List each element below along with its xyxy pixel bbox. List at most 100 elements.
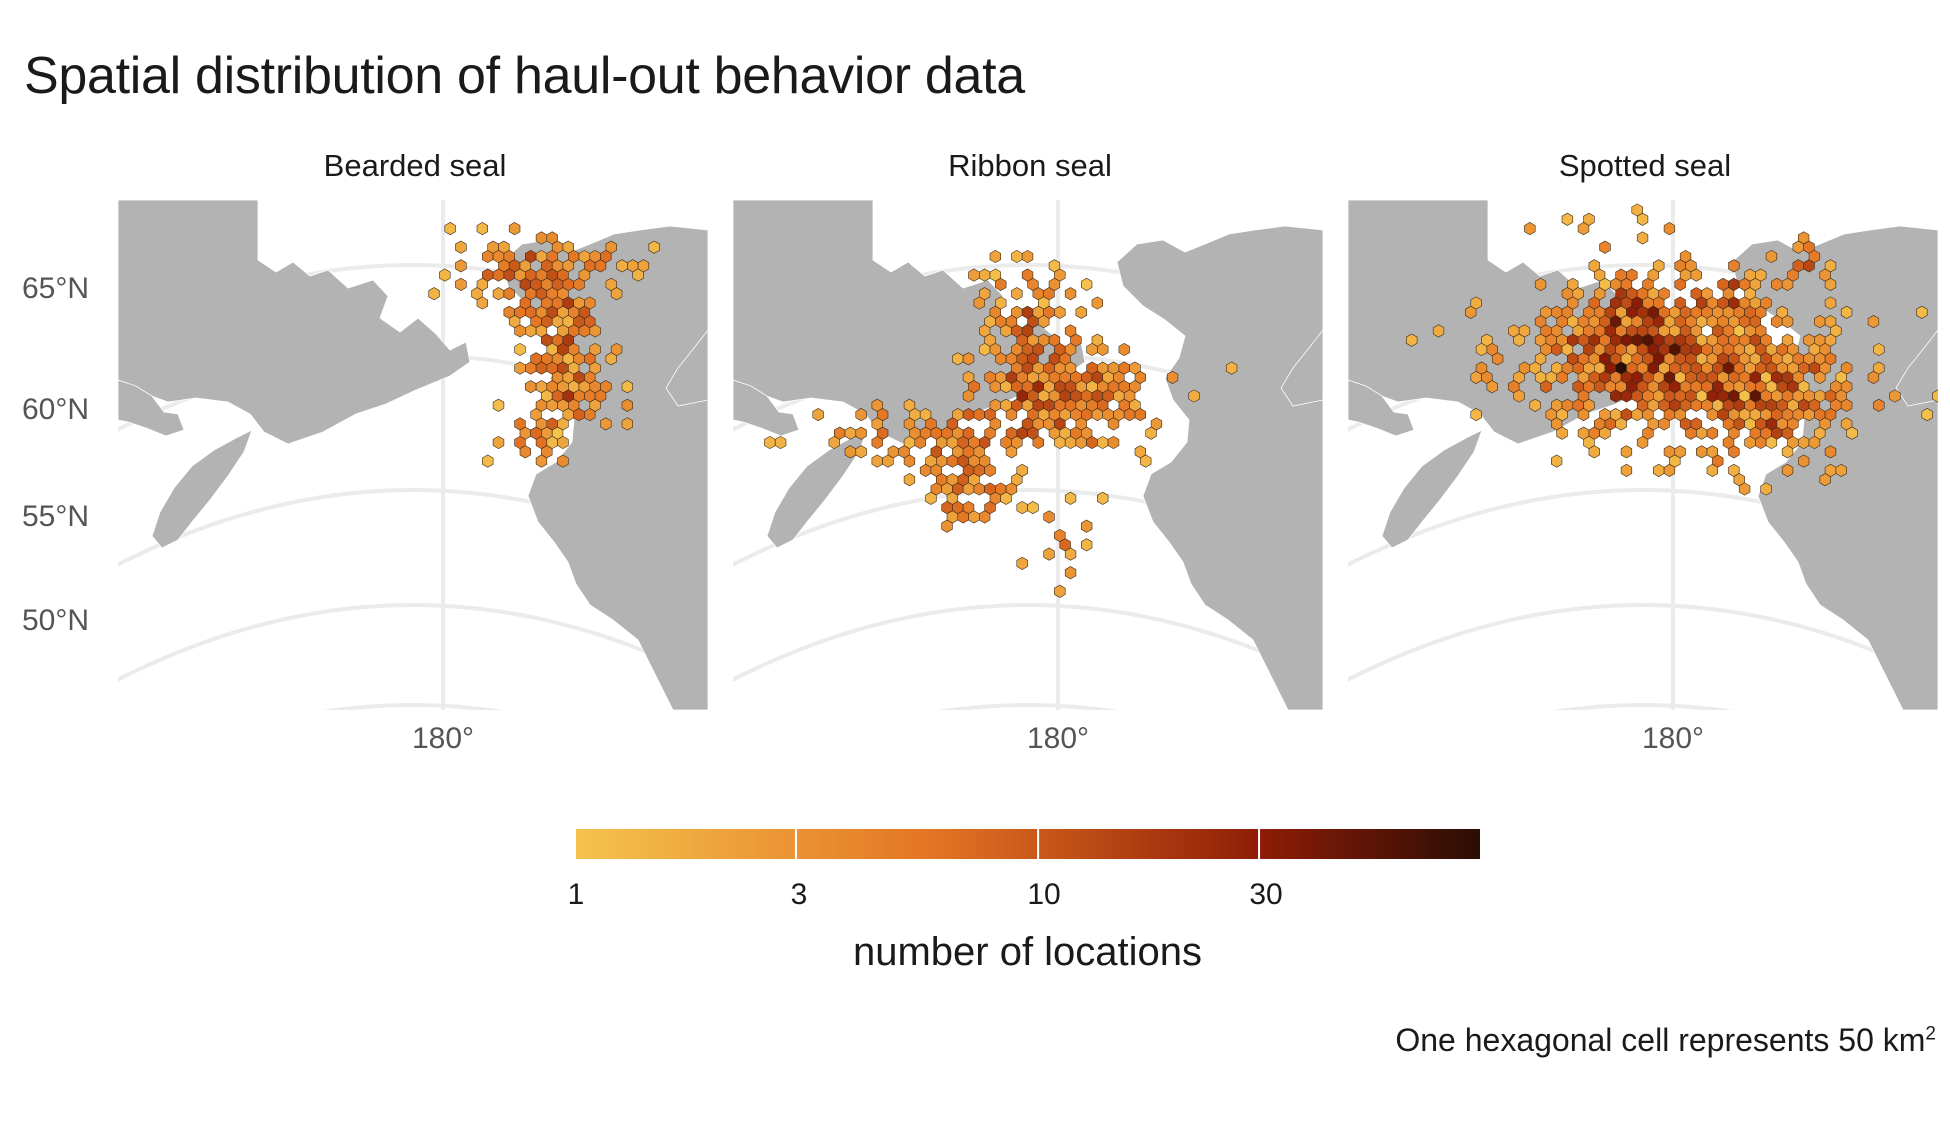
hexbin-cell [1610, 389, 1622, 403]
hexbin-cell [1465, 305, 1477, 319]
hexbin-cell [1032, 435, 1045, 450]
hexbin-cell [1513, 389, 1525, 403]
hexbin-cell [1760, 482, 1772, 496]
hexbin-cell [1005, 408, 1018, 422]
legend-title: number of locations [852, 930, 1203, 974]
hexbin-cell [1043, 547, 1055, 561]
graticule-parallel [1348, 603, 1938, 682]
hexbin-cell [903, 454, 916, 468]
hexbin-cell [1551, 342, 1563, 357]
hexbin-cell [1021, 249, 1034, 264]
hexbin-cell [1086, 342, 1098, 357]
hexbin-cell [455, 277, 467, 291]
map-panel-spotted [1348, 200, 1938, 710]
hexbin-cell [514, 342, 526, 357]
hexbin-cell [1620, 463, 1633, 477]
hexbin-cell [1000, 491, 1012, 505]
legend-colorbar [575, 829, 1480, 859]
hexbin-cell [1064, 547, 1077, 561]
hexbin-cell [1690, 398, 1702, 412]
hexbin-cell [1054, 584, 1066, 598]
hexbin-cell [973, 296, 985, 310]
land-mass [766, 429, 868, 549]
hexbin-cell [1123, 408, 1136, 422]
hexbin-cell [962, 482, 975, 496]
hexbin-cell [632, 268, 644, 282]
hexbin-cell [1658, 417, 1670, 431]
hexbin-cell [1107, 435, 1120, 450]
hexbin-cell [439, 268, 451, 282]
hexbin-cell [882, 454, 894, 468]
hexbin-cell [1695, 426, 1708, 440]
hexbin-cell [1744, 435, 1756, 450]
chart-title: Spatial distribution of haul-out behavio… [24, 47, 1025, 105]
hexbin-cell [578, 324, 591, 338]
hexbin-cell [979, 268, 991, 282]
hexbin-cell [1754, 435, 1767, 450]
hexbin-cell [855, 445, 867, 459]
hexbin-cell [1529, 398, 1541, 412]
legend-tick-1: 1 [567, 878, 585, 911]
lon-label-bearded: 180° [411, 722, 475, 755]
hexbin-cell [1470, 408, 1482, 422]
hexbin-cell [589, 324, 601, 338]
hexbin-cell [1166, 370, 1179, 384]
caption: One hexagonal cell represents 50 km2 [1395, 1022, 1936, 1059]
hexbin-cell [1054, 305, 1066, 319]
hexbin-cell [1620, 445, 1633, 459]
lat-label-60: 60°N [22, 393, 90, 426]
hexbin-cell [503, 287, 515, 301]
hexbin-cell [621, 398, 634, 412]
hexbin-cell [492, 287, 505, 301]
hexbin-cell [1086, 435, 1098, 450]
hexbin-cell [1615, 417, 1627, 431]
hexbin-cell [1819, 473, 1831, 487]
hexbin-cell [1867, 315, 1880, 329]
hexbin-cell [605, 352, 617, 366]
hexbin-cell [1873, 342, 1885, 357]
hexbin-cell [1043, 510, 1055, 524]
hexbin-cell [1652, 463, 1665, 477]
hexbin-cell [979, 510, 991, 524]
hexbin-cell [1064, 491, 1077, 505]
hexbin-cell [984, 463, 996, 477]
hexbin-cell [979, 342, 991, 357]
hexbin-cell [1792, 240, 1805, 254]
hexbin-cell [1016, 501, 1028, 515]
hexbin-cell [1728, 445, 1740, 459]
lat-label-55: 55°N [22, 500, 90, 533]
hexbin-layer [428, 222, 660, 468]
land-mass [151, 429, 253, 549]
hexbin-cell [871, 435, 883, 450]
hexbin-cell [1663, 222, 1676, 236]
hexbin-cell [492, 398, 505, 412]
hexbin-cell [616, 259, 628, 273]
hexbin-cell [1577, 222, 1590, 236]
hexbin-cell [1835, 463, 1847, 477]
hexbin-cell [1824, 296, 1837, 310]
hexbin-cell [962, 408, 975, 422]
hexbin-cell [1599, 240, 1611, 254]
hexbin-cell [1594, 380, 1606, 394]
hexbin-cell [482, 249, 494, 264]
hexbin-cell [1695, 445, 1708, 459]
land-mass [733, 379, 800, 437]
hexbin-cell [1513, 333, 1525, 347]
hexbin-cell [1000, 380, 1012, 394]
hexbin-cell [1781, 445, 1794, 459]
hexbin-cell [995, 277, 1007, 291]
hexbin-cell [989, 380, 1002, 394]
hexbin-cell [957, 510, 969, 524]
hexbin-cell [1075, 435, 1087, 450]
hexbin-cell [1636, 231, 1649, 245]
hexbin-cell [1000, 324, 1012, 338]
hexbin-cell [1916, 305, 1928, 319]
hexbin-cell [844, 445, 857, 459]
hexbin-cell [973, 408, 985, 422]
hexbin-cell [621, 417, 634, 431]
hexbin-cell [1840, 398, 1853, 412]
hexbin-cell [941, 519, 953, 533]
hexbin-cell [557, 435, 569, 450]
hexbin-cell [1188, 389, 1200, 403]
hexbin-cell [919, 463, 932, 477]
